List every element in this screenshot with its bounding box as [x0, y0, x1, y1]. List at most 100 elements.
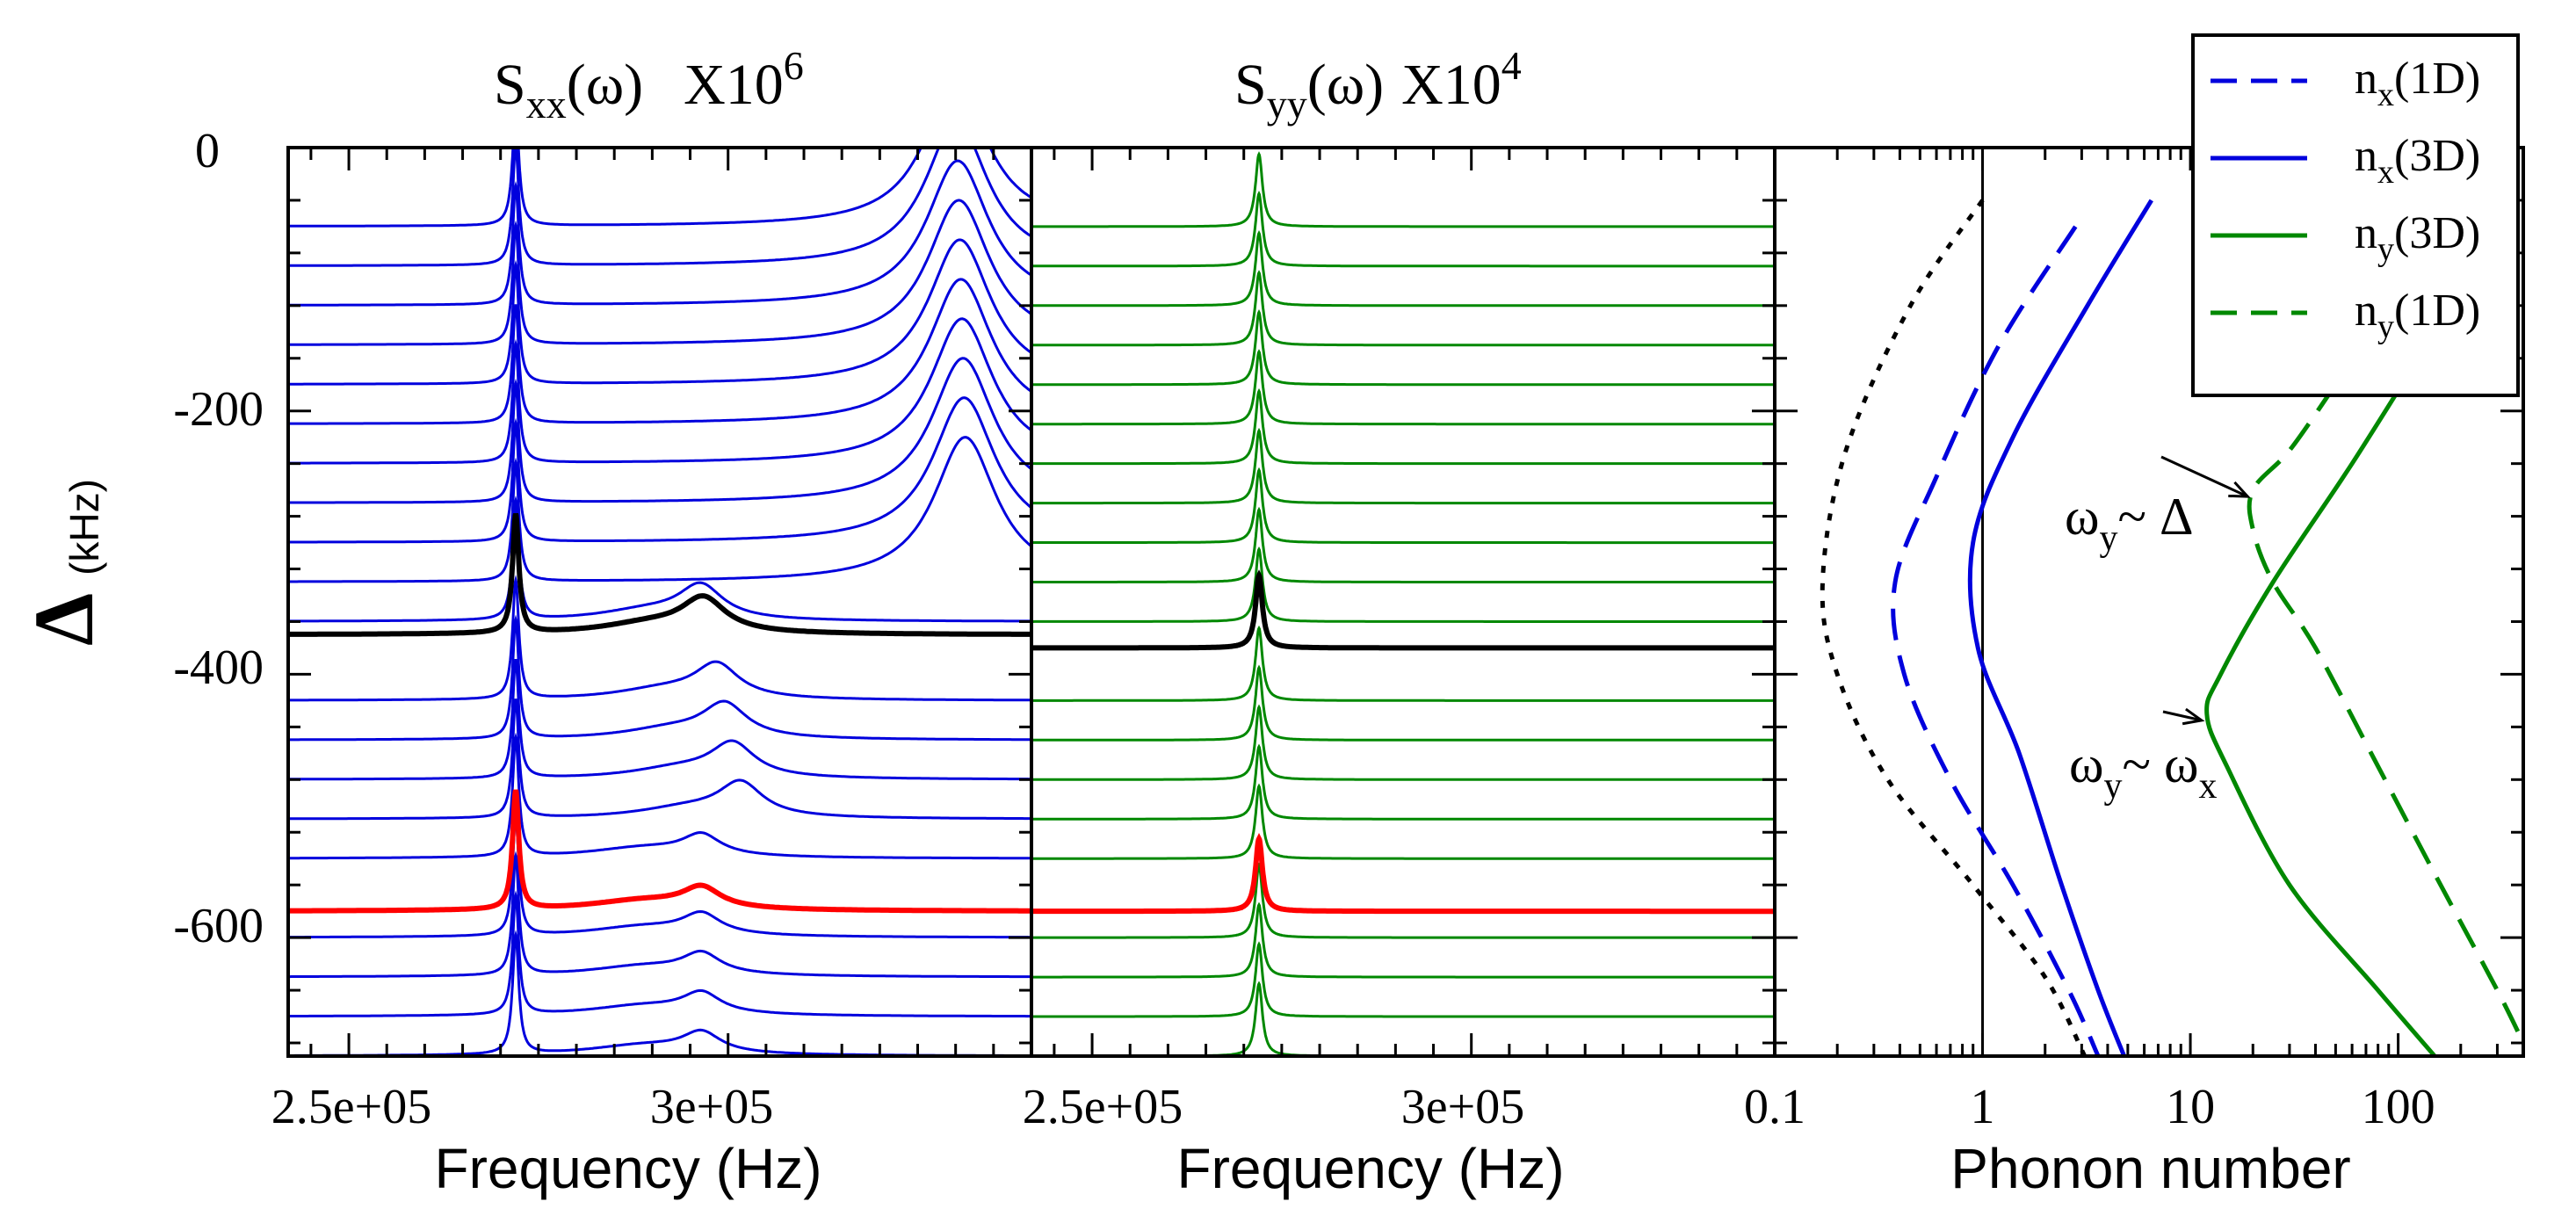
y-tick-label: -400	[173, 641, 264, 695]
sxx-curves	[288, 148, 1031, 1056]
title-subscript: xx	[526, 82, 567, 127]
series-line	[1031, 941, 1775, 1018]
series-line	[288, 357, 1031, 504]
y-axis-symbol: Δ	[17, 593, 111, 646]
legend-label: nx(3D)	[2355, 131, 2480, 191]
phonon-series-line	[1967, 199, 2153, 1057]
x-tick-label: 3e+05	[1401, 1080, 1524, 1134]
highlight-series-line	[1031, 569, 1775, 651]
series-line	[1031, 625, 1775, 702]
series-line	[288, 238, 1031, 386]
x-tick-label: 10	[2166, 1080, 2215, 1134]
series-line	[1031, 664, 1775, 742]
x-tick-label: 0.1	[1744, 1080, 1805, 1134]
legend: nx(1D)nx(3D)ny(3D)ny(1D)	[2191, 33, 2520, 397]
legend-base: n	[2355, 131, 2377, 181]
highlight-series-line	[288, 789, 1031, 914]
series-line	[288, 317, 1031, 465]
legend-suffix: (1D)	[2394, 286, 2480, 336]
x-tick-label: 100	[2362, 1080, 2435, 1134]
legend-sub: x	[2377, 154, 2394, 191]
title-argument: (ω)	[1307, 53, 1384, 117]
series-line	[288, 575, 1031, 702]
series-line	[288, 495, 1031, 623]
series-line	[1031, 308, 1775, 387]
x-tick-label: 1	[1971, 1080, 1995, 1134]
title-symbol: S	[494, 53, 526, 117]
series-line	[288, 890, 1031, 1018]
series-line	[1031, 546, 1775, 623]
legend-base: n	[2355, 208, 2377, 258]
x-axis-label: Phonon number	[1950, 1137, 2350, 1200]
series-line	[1031, 506, 1775, 583]
legend-base: n	[2355, 286, 2377, 336]
highlight-series-line	[1031, 832, 1775, 915]
title-subscript: yy	[1267, 82, 1307, 127]
phonon-series-line	[2247, 383, 2526, 1045]
legend-box	[2191, 33, 2520, 397]
legend-sub: y	[2377, 231, 2394, 268]
series-line	[1031, 783, 1775, 860]
series-line	[288, 278, 1031, 425]
legend-sub: y	[2377, 308, 2394, 345]
x-axis-label: Frequency (Hz)	[1177, 1137, 1565, 1200]
legend-label: ny(3D)	[2355, 208, 2480, 268]
highlight-series-line	[288, 513, 1031, 637]
annotation-arrow	[2160, 455, 2248, 498]
legend-sub: x	[2377, 76, 2394, 113]
legend-suffix: (3D)	[2394, 131, 2480, 181]
series-line	[1031, 862, 1775, 939]
series-line	[288, 850, 1031, 979]
series-line	[1031, 901, 1775, 979]
phonon-x-tick-labels: 0.1 1 10 100	[1744, 1080, 2435, 1134]
series-line	[288, 811, 1031, 939]
series-line	[288, 148, 1031, 267]
panel-syy-frame	[1030, 146, 1776, 1058]
phonon-series-line	[2204, 330, 2437, 1058]
series-line	[288, 614, 1031, 742]
panel-phonon-frame	[1773, 146, 2525, 1058]
annotation-label: ωy~ ωx	[2069, 735, 2217, 807]
series-line	[1031, 151, 1775, 228]
y-axis-unit: (kHz)	[62, 479, 107, 575]
annotation-label: ωy~ Δ	[2065, 488, 2194, 559]
syy-ticks	[1053, 146, 1776, 1056]
title-scale: X10	[684, 53, 784, 117]
series-line	[1031, 270, 1775, 347]
annotation-sub: x	[2198, 766, 2217, 807]
series-line	[1031, 427, 1775, 505]
series-line	[1031, 230, 1775, 308]
panel-phonon: 0.1 1 10 100 Phonon number ωy~ Δωy~ ωx nx(1…	[1744, 33, 2526, 1200]
annotation-arrowhead	[2182, 707, 2205, 726]
series-line	[288, 930, 1031, 1056]
series-line	[1031, 981, 1775, 1056]
series-line	[288, 148, 1031, 228]
legend-base: n	[2355, 54, 2377, 104]
phonon-series-line	[1820, 199, 2088, 1058]
panel-syy-title: Syy(ω) X104	[1234, 43, 1522, 127]
series-line	[288, 396, 1031, 544]
series-line	[1031, 191, 1775, 268]
sxx-ticks	[288, 146, 1033, 1056]
panel-sxx-title: Sxx(ω) X106	[494, 43, 804, 127]
series-line	[288, 159, 1031, 307]
legend-suffix: (3D)	[2394, 208, 2480, 258]
x-tick-label: 2.5e+05	[1023, 1080, 1183, 1134]
y-tick-labels: 0 -200 -400 -600	[173, 124, 264, 953]
y-tick-label: -200	[173, 382, 264, 437]
series-line	[1031, 467, 1775, 545]
series-line	[288, 659, 1031, 781]
series-line	[1031, 387, 1775, 466]
title-exponent: 6	[784, 43, 804, 88]
legend-label: ny(1D)	[2355, 286, 2480, 345]
series-line	[288, 199, 1031, 346]
panel-sxx: Sxx(ω) X106 2.5e+05 3e+05 Frequency (Hz)	[271, 43, 1033, 1200]
y-tick-label: 0	[195, 124, 220, 178]
y-tick-label: -600	[173, 899, 264, 953]
phonon-annotations: ωy~ Δ ωy~ ωx	[2065, 455, 2251, 807]
series-line	[288, 436, 1031, 583]
legend-entries: nx(1D)nx(3D)ny(3D)ny(1D)	[2211, 54, 2480, 345]
panel-syy: Syy(ω) X104 2.5e+05 3e+05 Frequency (Hz)	[1023, 43, 1776, 1200]
annotation-arrow	[2162, 710, 2203, 722]
